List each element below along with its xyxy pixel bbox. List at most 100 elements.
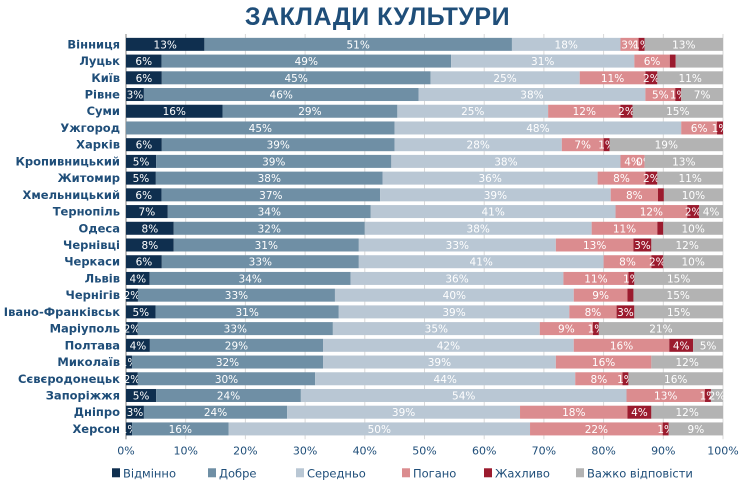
bar-segment-Жахливо [651, 255, 664, 269]
bar-segment-Відмінно [126, 188, 162, 202]
bar-segment-Відмінно [126, 255, 162, 269]
data-label: 30% [215, 374, 238, 386]
bar-segment-Добре [222, 104, 398, 118]
bar-segment-Відмінно [126, 37, 205, 51]
data-label: 10% [682, 190, 705, 202]
data-label: 2% [124, 290, 141, 302]
x-tick-label: 0% [117, 444, 134, 457]
bar-segment-Важко відповісти [675, 54, 723, 68]
bar-segment-Жахливо [622, 372, 629, 386]
data-label: 15% [666, 106, 689, 118]
category-label: Луцьк [79, 54, 120, 68]
bar-segment-Важко відповісти [644, 37, 723, 51]
data-label: 5% [133, 173, 150, 185]
bar-segment-Середньо [511, 37, 621, 51]
data-label: 4% [130, 340, 147, 352]
data-label: 34% [238, 273, 261, 285]
bar-segment-Жахливо [717, 121, 723, 135]
data-label: 2% [124, 374, 141, 386]
category-label: Тернопіль [53, 205, 120, 219]
data-label: 8% [142, 223, 159, 235]
legend-label: Погано [413, 466, 456, 480]
bar-segment-Відмінно [126, 221, 174, 235]
data-label: 8% [619, 257, 636, 269]
data-label: 12% [573, 106, 596, 118]
data-label: 5% [132, 307, 149, 319]
data-label: 39% [267, 140, 290, 152]
bar-segment-Середньо [380, 188, 611, 202]
data-label: 45% [249, 123, 272, 135]
data-label: 2% [685, 207, 702, 219]
bar-segment-Погано [610, 188, 658, 202]
data-label: 3% [634, 240, 651, 252]
bar-segment-Середньо [323, 355, 556, 369]
bar-segment-Важко відповісти [628, 372, 723, 386]
data-label: 15% [667, 290, 690, 302]
data-label: 8% [613, 173, 630, 185]
data-label: 2% [124, 324, 141, 336]
data-label: 31% [236, 307, 259, 319]
bar-segment-Погано [591, 221, 658, 235]
category-label: Сєвєродонецьк [18, 372, 120, 386]
bar-segment-Жахливо [603, 138, 610, 152]
data-label: 16% [610, 340, 633, 352]
data-label: 13% [672, 156, 695, 168]
bar-segment-Погано [597, 171, 646, 185]
data-label: 44% [434, 374, 457, 386]
bar-segment-Жахливо [662, 422, 669, 436]
bar-segment-Добре [161, 54, 452, 68]
data-label: 29% [225, 340, 248, 352]
bar-segment-Добре [137, 288, 335, 302]
bar-segment-Важко відповісти [681, 88, 723, 102]
data-label: 6% [644, 56, 661, 68]
bar-segment-Добре [155, 305, 339, 319]
bar-segment-Погано [561, 138, 604, 152]
category-label: Дніпро [74, 405, 120, 419]
x-tick-label: 20% [233, 444, 257, 457]
bar-segment-Важко відповісти [657, 171, 723, 185]
data-label: 33% [224, 324, 247, 336]
bar-segment-Важко відповісти [634, 271, 723, 285]
data-label: 39% [484, 190, 507, 202]
bar-segment-Погано [620, 154, 645, 168]
bar-segment-Відмінно [126, 238, 174, 252]
bar-segment-Добре [161, 255, 359, 269]
bar-segment-Добре [137, 322, 333, 336]
bar-segment-Погано [573, 288, 628, 302]
bar-segment-Добре [156, 388, 301, 402]
data-label: 36% [445, 273, 468, 285]
data-label: 2% [709, 390, 726, 402]
data-label: 46% [270, 90, 293, 102]
data-label: 5% [133, 390, 150, 402]
data-label: 51% [346, 39, 369, 51]
x-tick-label: 60% [472, 444, 496, 457]
bar-segment-Важко відповісти [710, 388, 723, 402]
category-label: Житомир [58, 171, 120, 185]
data-label: 4% [703, 207, 720, 219]
data-label: 28% [467, 140, 490, 152]
category-label: Миколаїв [57, 355, 120, 369]
bar-segment-Жахливо [592, 322, 599, 336]
data-label: 45% [284, 73, 307, 85]
data-label: 6% [136, 140, 153, 152]
legend-swatch [296, 468, 304, 478]
bar-segment-Жахливо [645, 71, 658, 85]
data-label: 16% [592, 357, 615, 369]
bar-segment-Добре [137, 372, 316, 386]
data-label: 5% [652, 90, 669, 102]
bar-segment-Відмінно [126, 171, 156, 185]
data-label: 7% [574, 140, 591, 152]
data-label: 7% [694, 90, 711, 102]
data-label: 13% [672, 39, 695, 51]
bar-segment-Погано [681, 121, 718, 135]
category-label: Полтава [65, 338, 120, 352]
x-tick-label: 80% [591, 444, 615, 457]
data-label: 12% [640, 207, 663, 219]
bar-segment-Середньо [334, 288, 574, 302]
bar-segment-Середньо [418, 88, 646, 102]
x-tick-label: 40% [353, 444, 377, 457]
category-label: Одеса [79, 221, 120, 235]
data-label: 3% [127, 407, 144, 419]
legend-swatch [208, 468, 216, 478]
